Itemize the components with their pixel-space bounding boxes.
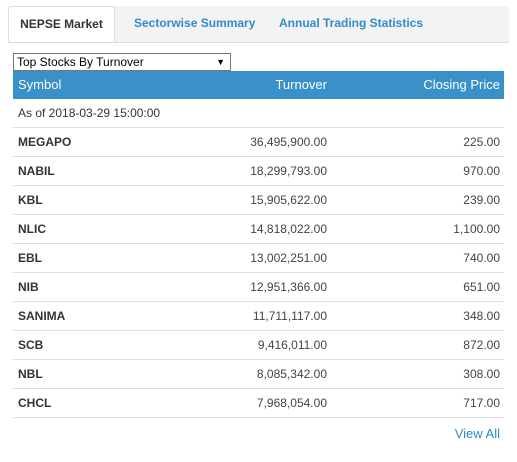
table-row: KBL 15,905,622.00 239.00	[13, 186, 504, 215]
chevron-down-icon: ▼	[216, 57, 225, 67]
row-closing-price: 717.00	[463, 396, 500, 410]
row-symbol: NABIL	[18, 164, 55, 178]
stocks-filter-selected-value: Top Stocks By Turnover	[17, 55, 144, 69]
row-closing-price: 651.00	[463, 280, 500, 294]
tab-sectorwise-summary[interactable]: Sectorwise Summary	[134, 16, 256, 30]
table-row: MEGAPO 36,495,900.00 225.00	[13, 128, 504, 157]
table-row: CHCL 7,968,054.00 717.00	[13, 389, 504, 418]
table-row: SANIMA 11,711,117.00 348.00	[13, 302, 504, 331]
stocks-filter-select[interactable]: Top Stocks By Turnover ▼	[13, 53, 231, 71]
row-turnover: 18,299,793.00	[250, 164, 327, 178]
row-closing-price: 740.00	[463, 251, 500, 265]
table-row: NBL 8,085,342.00 308.00	[13, 360, 504, 389]
row-turnover: 8,085,342.00	[256, 367, 327, 381]
tab-nepse-market[interactable]: NEPSE Market	[8, 6, 115, 42]
row-symbol: KBL	[18, 193, 43, 207]
row-symbol: NBL	[18, 367, 43, 381]
row-turnover: 15,905,622.00	[250, 193, 327, 207]
table-row: SCB 9,416,011.00 872.00	[13, 331, 504, 360]
row-closing-price: 970.00	[463, 164, 500, 178]
header-symbol: Symbol	[18, 77, 62, 92]
row-turnover: 9,416,011.00	[257, 338, 327, 352]
row-symbol: MEGAPO	[18, 135, 72, 149]
row-symbol: NLIC	[18, 222, 46, 236]
row-turnover: 11,711,117.00	[252, 309, 327, 323]
as-of-timestamp: As of 2018-03-29 15:00:00	[13, 99, 504, 128]
row-symbol: SANIMA	[18, 309, 66, 323]
table-row: NABIL 18,299,793.00 970.00	[13, 157, 504, 186]
table-row: EBL 13,002,251.00 740.00	[13, 244, 504, 273]
header-turnover: Turnover	[275, 77, 327, 92]
table-row: NLIC 14,818,022.00 1,100.00	[13, 215, 504, 244]
row-turnover: 13,002,251.00	[250, 251, 327, 265]
row-closing-price: 225.00	[463, 135, 500, 149]
row-closing-price: 239.00	[463, 193, 500, 207]
row-closing-price: 872.00	[463, 338, 500, 352]
row-symbol: EBL	[18, 251, 42, 265]
row-symbol: SCB	[18, 338, 44, 352]
row-turnover: 7,968,054.00	[256, 396, 327, 410]
header-closing-price: Closing Price	[423, 77, 500, 92]
tab-annual-trading-statistics[interactable]: Annual Trading Statistics	[279, 16, 424, 30]
row-closing-price: 1,100.00	[453, 222, 500, 236]
table-row: NIB 12,951,366.00 651.00	[13, 273, 504, 302]
row-closing-price: 348.00	[463, 309, 500, 323]
row-closing-price: 308.00	[463, 367, 500, 381]
row-turnover: 14,818,022.00	[250, 222, 327, 236]
row-turnover: 12,951,366.00	[250, 280, 327, 294]
top-stocks-table: Symbol Turnover Closing Price As of 2018…	[13, 71, 504, 418]
market-tabs: NEPSE Market Sectorwise Summary Annual T…	[8, 6, 509, 43]
row-symbol: NIB	[18, 280, 39, 294]
row-turnover: 36,495,900.00	[250, 135, 327, 149]
view-all-link[interactable]: View All	[454, 426, 500, 441]
table-header: Symbol Turnover Closing Price	[13, 71, 504, 99]
row-symbol: CHCL	[18, 396, 52, 410]
